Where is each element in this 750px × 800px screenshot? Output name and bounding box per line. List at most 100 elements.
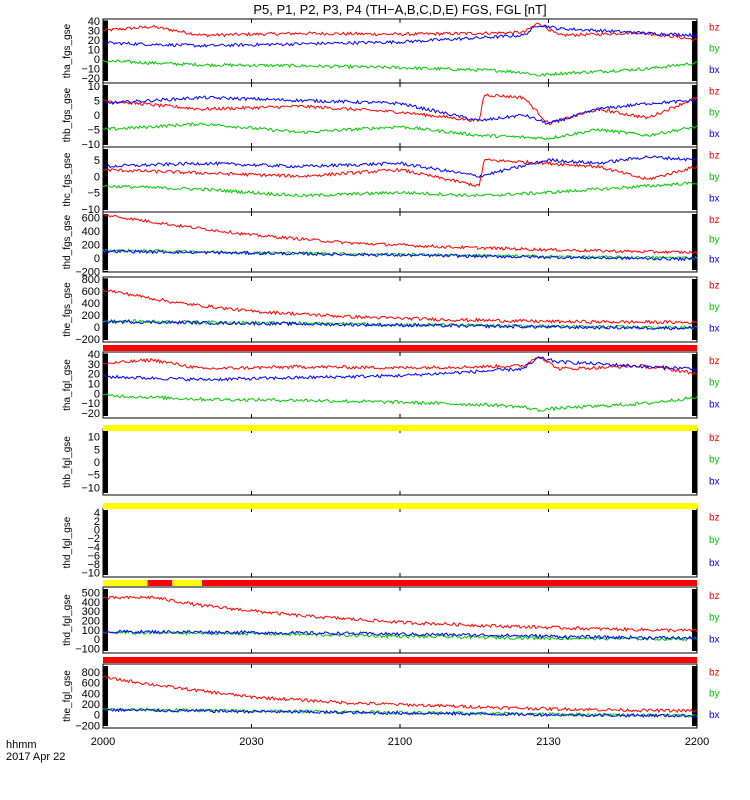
panel-frame <box>102 18 698 84</box>
y-tick-label: −10 <box>81 568 100 580</box>
series-by-line <box>102 318 698 330</box>
y-tick-label: 600 <box>82 286 100 298</box>
panel-ylabel: the_fgs_gse <box>62 282 73 337</box>
series-bx-line <box>102 155 698 178</box>
legend-bz: bz <box>709 87 720 98</box>
panel-ylabel: thd_fgs_gse <box>62 214 73 269</box>
panel-left-marker <box>103 279 108 340</box>
series-bz-line <box>102 288 698 325</box>
panel-frame <box>102 146 698 213</box>
legend-bx: bx <box>709 324 720 335</box>
series-bz-line <box>102 355 698 376</box>
status-bar-segment <box>172 580 202 586</box>
y-tick-label: 2 <box>94 516 100 528</box>
panel-right-marker <box>692 85 697 145</box>
y-tick-label: 4 <box>94 507 100 519</box>
series-bx-line <box>102 629 698 641</box>
panel-ylabel: thd_fgl_gse <box>62 516 73 568</box>
panel-ylabel: tha_fgs_gse <box>62 23 73 78</box>
y-tick-label: 10 <box>88 81 100 93</box>
legend-by: by <box>709 302 720 313</box>
series-bz-line <box>102 22 698 42</box>
series-bx-line <box>102 707 698 718</box>
panel-frame <box>102 351 698 419</box>
panel-left-marker <box>103 149 108 210</box>
series-bx-line <box>102 356 698 382</box>
legend-by: by <box>709 455 720 466</box>
panel-right-marker <box>692 589 697 651</box>
legend-bz: bz <box>709 151 720 162</box>
legend-by: by <box>709 108 720 119</box>
panel-left-marker <box>103 666 108 726</box>
panel-8: 420−2−4−6−8−10 thd_fgl_gse bz by bx <box>62 507 720 579</box>
panel-right-marker <box>692 279 697 340</box>
legend-bx: bx <box>709 65 720 76</box>
x-tick-label: 2000 <box>91 736 115 748</box>
y-tick-label: −5 <box>87 125 100 137</box>
y-tick-label: 20 <box>88 35 100 47</box>
panel-ylabel: the_fgl_gse <box>62 670 73 722</box>
panel-2: 10 5 0 −5 −10 thb_fgs_gse bz by bx <box>62 81 720 151</box>
y-tick-label: 400 <box>82 226 100 238</box>
y-tick-label: 400 <box>82 298 100 310</box>
y-tick-label: 0 <box>94 110 100 122</box>
panel-right-marker <box>692 149 697 210</box>
y-tick-label: 0 <box>94 171 100 183</box>
legend-bz: bz <box>709 23 720 34</box>
legend-bz: bz <box>709 215 720 226</box>
panel-ylabel: thb_fgl_gse <box>62 436 73 488</box>
panel-ylabel: thb_fgs_gse <box>62 87 73 142</box>
series-by-line <box>103 707 698 718</box>
status-bar-segment <box>103 425 697 431</box>
legend-by: by <box>709 689 720 700</box>
y-tick-label: −200 <box>75 720 100 732</box>
x-tick-label: 2200 <box>685 736 709 748</box>
y-tick-label: −20 <box>81 408 100 420</box>
y-tick-label: −100 <box>75 643 100 655</box>
legend-bx: bx <box>709 194 720 205</box>
y-tick-label: −8 <box>87 559 100 571</box>
legend-bz: bz <box>709 668 720 679</box>
legend-by: by <box>709 535 720 546</box>
series-bz-line <box>102 595 698 633</box>
x-tick-label: 2100 <box>388 736 412 748</box>
panel-ylabel: thc_fgs_gse <box>62 152 73 206</box>
y-tick-label: 0 <box>94 322 100 334</box>
series-by-line <box>102 393 698 413</box>
y-tick-label: 200 <box>82 699 100 711</box>
panel-right-marker <box>692 214 697 270</box>
legend-bx: bx <box>709 710 720 721</box>
y-tick-label: −10 <box>81 482 100 494</box>
status-bar-segment <box>103 580 148 586</box>
y-tick-label: −10 <box>81 64 100 76</box>
series-bz-line <box>102 675 698 714</box>
y-tick-label: 300 <box>82 606 100 618</box>
legend-bz: bz <box>709 433 720 444</box>
y-tick-label: 800 <box>82 274 100 286</box>
y-tick-label: 800 <box>82 667 100 679</box>
y-tick-label: 0 <box>94 54 100 66</box>
legend-bz: bz <box>709 591 720 602</box>
y-tick-label: 0 <box>94 253 100 265</box>
legend-bx: bx <box>709 129 720 140</box>
panel-left-marker <box>103 354 108 416</box>
y-tick-label: 10 <box>88 432 100 444</box>
y-tick-label: −10 <box>81 139 100 151</box>
y-tick-label: 200 <box>82 615 100 627</box>
legend-bx: bx <box>709 476 720 487</box>
series-by-line <box>102 630 698 642</box>
footer-date-label: 2017 Apr 22 <box>6 751 65 763</box>
y-tick-label: −5 <box>87 470 100 482</box>
legend-bz: bz <box>709 356 720 367</box>
y-tick-label: 600 <box>82 212 100 224</box>
panel-left-marker <box>103 214 108 270</box>
panel-frame <box>102 663 698 729</box>
series-bx-line <box>102 24 698 48</box>
y-tick-label: 0 <box>94 525 100 537</box>
